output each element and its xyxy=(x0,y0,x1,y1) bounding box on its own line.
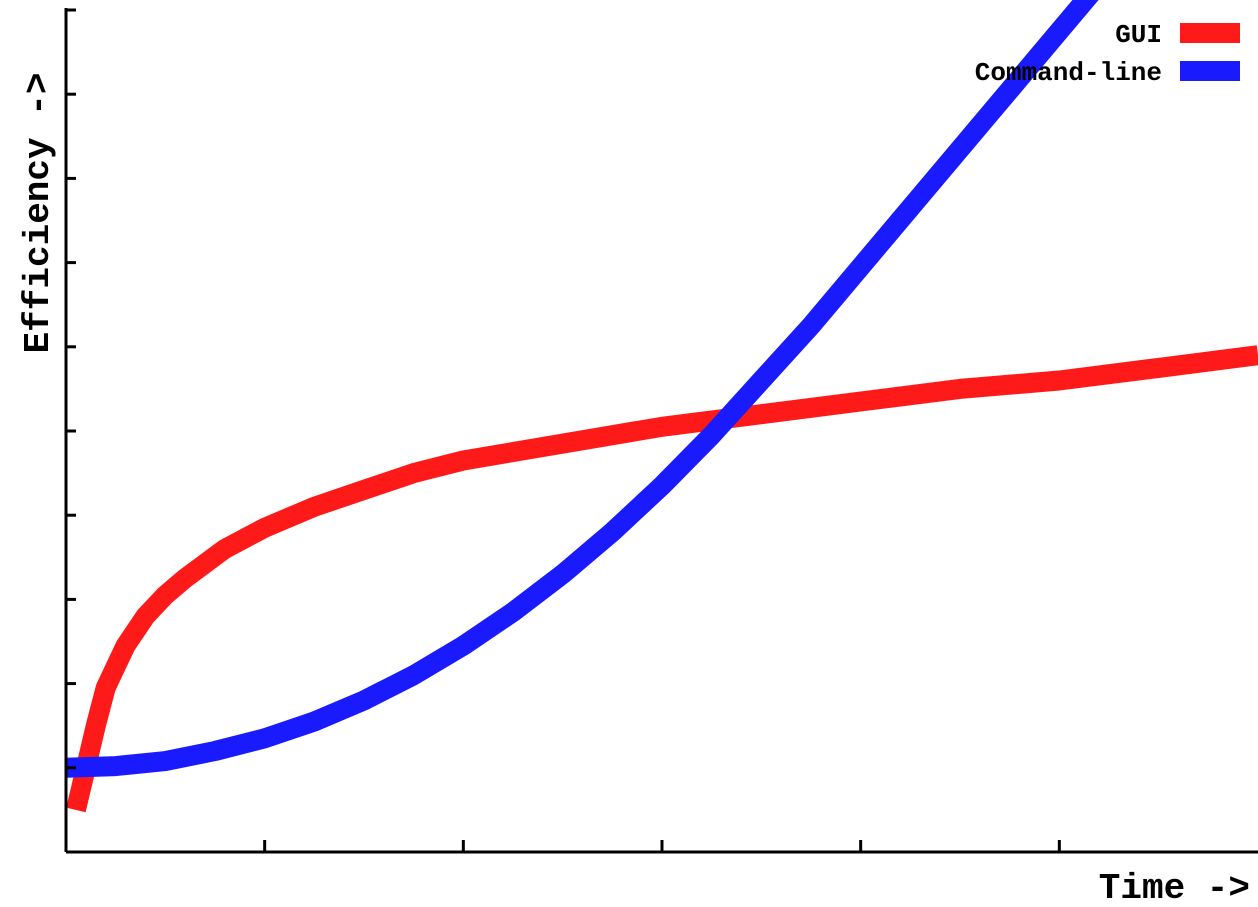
legend-label-gui: GUI xyxy=(1115,20,1162,50)
axes xyxy=(64,8,1258,854)
y-axis-label: Efficiency -> xyxy=(18,73,59,354)
series-line-command-line xyxy=(66,0,1099,778)
plot-area xyxy=(66,0,1258,813)
legend: GUI Command-line xyxy=(975,20,1240,88)
x-axis-label: Time -> xyxy=(1099,868,1250,907)
series-line-gui xyxy=(66,345,1258,813)
legend-label-command-line: Command-line xyxy=(975,58,1162,88)
